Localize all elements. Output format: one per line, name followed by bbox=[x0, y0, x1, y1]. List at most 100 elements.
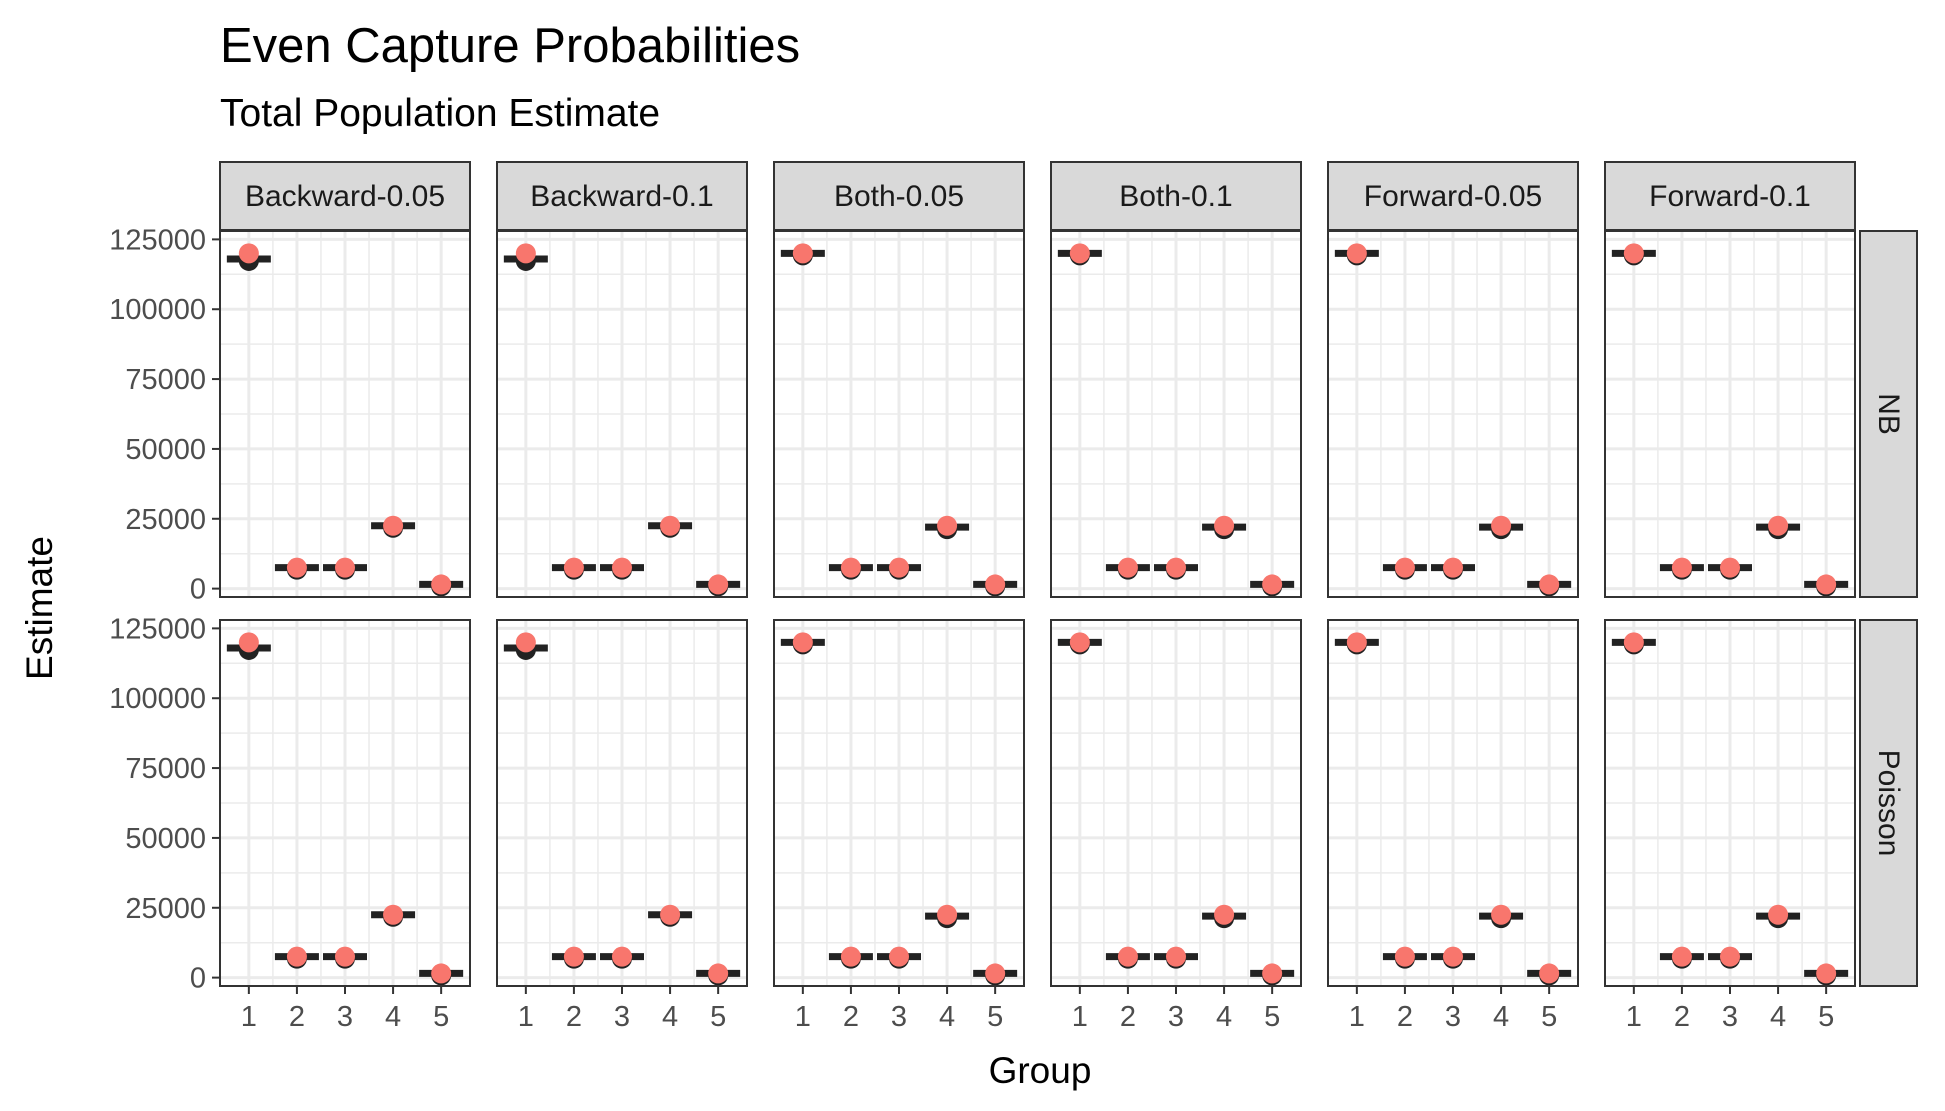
x-axis-title: Group bbox=[989, 1050, 1092, 1091]
x-tick-label: 3 bbox=[337, 1001, 353, 1033]
true-value-point bbox=[1214, 904, 1235, 925]
column-strip-label: Backward-0.05 bbox=[245, 180, 445, 213]
x-tick-label: 2 bbox=[1397, 1001, 1413, 1033]
true-value-point bbox=[431, 963, 452, 984]
x-tick-label: 5 bbox=[1818, 1001, 1834, 1033]
true-value-point bbox=[1816, 574, 1837, 595]
x-tick-label: 4 bbox=[1216, 1001, 1232, 1033]
x-tick-label: 5 bbox=[433, 1001, 449, 1033]
true-value-point bbox=[515, 243, 536, 264]
true-value-point bbox=[1491, 904, 1512, 925]
y-tick-label: 100000 bbox=[109, 294, 206, 326]
true-value-point bbox=[792, 243, 813, 264]
true-value-point bbox=[1346, 243, 1367, 264]
true-value-point bbox=[563, 946, 584, 967]
true-value-point bbox=[1720, 557, 1740, 578]
x-tick-label: 2 bbox=[289, 1001, 305, 1033]
true-value-point bbox=[1671, 557, 1692, 578]
row-strip bbox=[1859, 230, 1918, 598]
chart-subtitle: Total Population Estimate bbox=[220, 92, 661, 135]
true-value-point bbox=[985, 963, 1006, 984]
true-value-point bbox=[383, 515, 404, 536]
true-value-point bbox=[563, 557, 584, 578]
true-value-point bbox=[1671, 946, 1692, 967]
true-value-point bbox=[431, 574, 452, 595]
x-tick-label: 1 bbox=[1072, 1001, 1088, 1033]
x-tick-label: 3 bbox=[1168, 1001, 1184, 1033]
true-value-point bbox=[1117, 946, 1138, 967]
x-tick-label: 5 bbox=[1264, 1001, 1280, 1033]
y-tick-label: 75000 bbox=[125, 753, 206, 785]
true-value-point bbox=[383, 904, 404, 925]
x-tick-label: 1 bbox=[518, 1001, 534, 1033]
true-value-point bbox=[1394, 946, 1415, 967]
true-value-point bbox=[1166, 557, 1186, 578]
true-value-point bbox=[1443, 557, 1463, 578]
true-value-point bbox=[238, 243, 259, 264]
x-tick-label: 2 bbox=[843, 1001, 859, 1033]
true-value-point bbox=[335, 946, 355, 967]
true-value-point bbox=[1768, 515, 1789, 536]
x-tick-label: 2 bbox=[1674, 1001, 1690, 1033]
y-tick-label: 125000 bbox=[109, 224, 206, 256]
true-value-point bbox=[1346, 632, 1367, 653]
column-strip-label: Both-0.1 bbox=[1119, 180, 1232, 213]
true-value-point bbox=[1262, 574, 1283, 595]
true-value-point bbox=[889, 557, 909, 578]
x-tick-label: 4 bbox=[385, 1001, 401, 1033]
true-value-point bbox=[1623, 632, 1644, 653]
x-tick-label: 4 bbox=[662, 1001, 678, 1033]
true-value-point bbox=[612, 557, 632, 578]
column-strip-label: Both-0.05 bbox=[834, 180, 964, 213]
true-value-point bbox=[937, 904, 958, 925]
true-value-point bbox=[1623, 243, 1644, 264]
y-tick-label: 0 bbox=[190, 574, 206, 606]
true-value-point bbox=[1768, 904, 1789, 925]
true-value-point bbox=[1539, 574, 1560, 595]
x-tick-label: 5 bbox=[710, 1001, 726, 1033]
true-value-point bbox=[660, 515, 681, 536]
chart-title: Even Capture Probabilities bbox=[220, 19, 801, 73]
true-value-point bbox=[286, 557, 307, 578]
x-tick-label: 3 bbox=[614, 1001, 630, 1033]
y-tick-label: 75000 bbox=[125, 364, 206, 396]
true-value-point bbox=[1214, 515, 1235, 536]
true-value-point bbox=[612, 946, 632, 967]
true-value-point bbox=[985, 574, 1006, 595]
column-strip-label: Forward-0.1 bbox=[1649, 180, 1811, 213]
x-tick-label: 5 bbox=[987, 1001, 1003, 1033]
true-value-point bbox=[708, 963, 729, 984]
column-strip bbox=[1050, 161, 1302, 231]
true-value-point bbox=[238, 632, 259, 653]
true-value-point bbox=[1394, 557, 1415, 578]
true-value-point bbox=[1720, 946, 1740, 967]
true-value-point bbox=[708, 574, 729, 595]
true-value-point bbox=[889, 946, 909, 967]
true-value-point bbox=[1262, 963, 1283, 984]
x-tick-label: 2 bbox=[566, 1001, 582, 1033]
x-tick-label: 1 bbox=[241, 1001, 257, 1033]
true-value-point bbox=[937, 515, 958, 536]
true-value-point bbox=[840, 946, 861, 967]
x-tick-label: 1 bbox=[795, 1001, 811, 1033]
row-strip bbox=[1859, 619, 1918, 987]
row-strip-label: NB bbox=[1872, 393, 1905, 435]
y-tick-label: 0 bbox=[190, 963, 206, 995]
x-tick-label: 2 bbox=[1120, 1001, 1136, 1033]
y-tick-label: 125000 bbox=[109, 613, 206, 645]
y-tick-label: 100000 bbox=[109, 683, 206, 715]
column-strip-label: Backward-0.1 bbox=[530, 180, 713, 213]
x-tick-label: 4 bbox=[1493, 1001, 1509, 1033]
column-strip bbox=[219, 161, 471, 231]
true-value-point bbox=[840, 557, 861, 578]
true-value-point bbox=[515, 632, 536, 653]
x-tick-label: 3 bbox=[891, 1001, 907, 1033]
x-tick-label: 1 bbox=[1626, 1001, 1642, 1033]
x-tick-label: 1 bbox=[1349, 1001, 1365, 1033]
true-value-point bbox=[1069, 632, 1090, 653]
y-tick-label: 50000 bbox=[125, 823, 206, 855]
true-value-point bbox=[1166, 946, 1186, 967]
column-strip bbox=[773, 161, 1025, 231]
true-value-point bbox=[792, 632, 813, 653]
